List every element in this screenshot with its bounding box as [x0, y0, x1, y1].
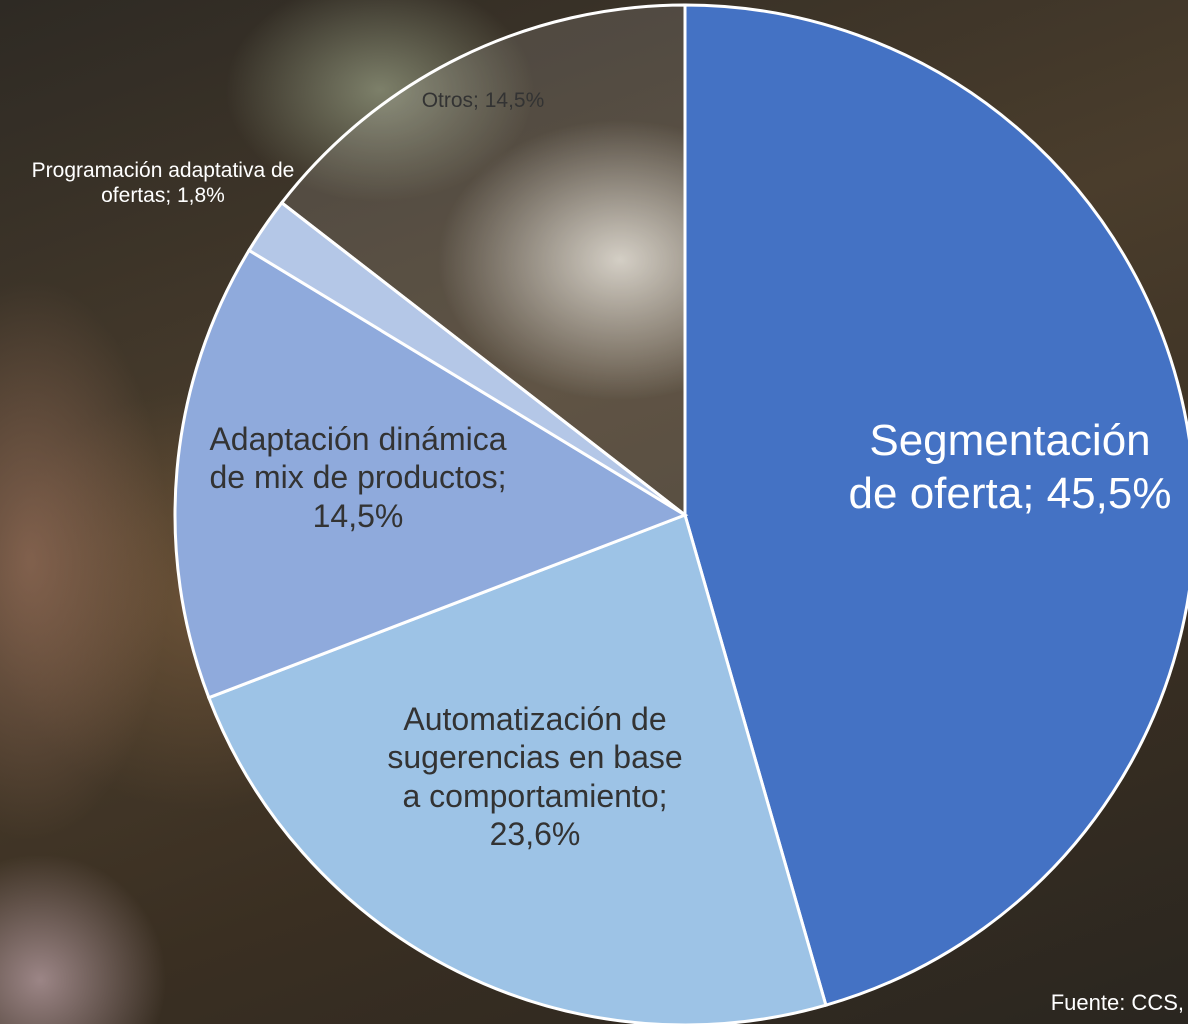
pie-slice: [279, 3, 687, 519]
pie-slice: [173, 248, 689, 700]
data-label: Adaptación dinámica de mix de productos;…: [209, 421, 507, 534]
data-label: Segmentación de oferta; 45,5%: [848, 416, 1172, 518]
pie-slice: [206, 513, 828, 1024]
data-label: Automatización de sugerencias en base a …: [387, 701, 683, 853]
source-note: Fuente: CCS,: [1050, 990, 1184, 1015]
pie-slice: [683, 3, 1188, 1008]
data-label: Programación adaptativa de ofertas; 1,8%: [31, 159, 295, 208]
data-label: Otros; 14,5%: [421, 89, 545, 112]
